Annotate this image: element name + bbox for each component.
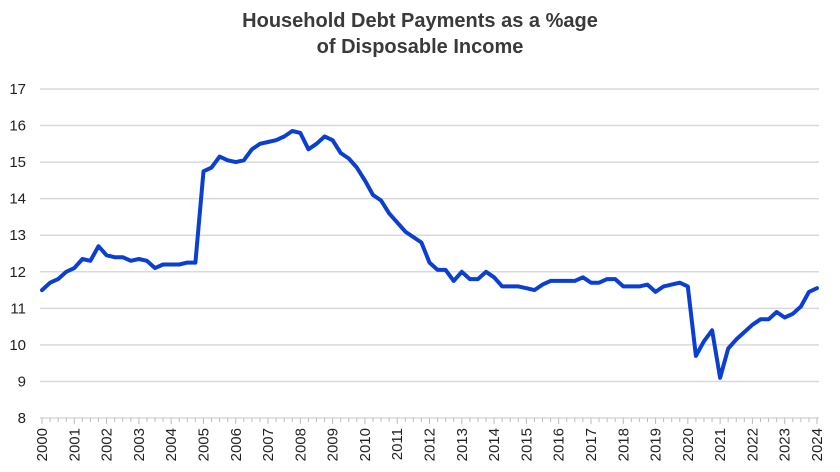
x-tick-label: 2009 xyxy=(325,428,342,461)
y-tick-label: 8 xyxy=(18,410,26,427)
x-tick-label: 2016 xyxy=(551,428,568,461)
y-tick-label: 17 xyxy=(9,81,26,98)
x-tick-label: 2007 xyxy=(260,428,277,461)
x-tick-label: 2019 xyxy=(648,428,665,461)
x-tick-label: 2004 xyxy=(163,428,180,461)
x-tick-label: 2015 xyxy=(518,428,535,461)
chart-title-line-2: of Disposable Income xyxy=(316,36,524,58)
x-tick-label: 2008 xyxy=(292,428,309,461)
x-tick-label: 2018 xyxy=(615,428,632,461)
y-tick-label: 15 xyxy=(9,154,26,171)
series-line xyxy=(40,129,819,380)
x-tick-label: 2024 xyxy=(809,428,826,461)
x-tick-label: 2017 xyxy=(583,428,600,461)
chart-title-line-1: Household Debt Payments as a %age xyxy=(242,10,598,32)
x-tick-label: 2002 xyxy=(99,428,116,461)
x-tick-label: 2013 xyxy=(454,428,471,461)
x-tick-label: 2006 xyxy=(228,428,245,461)
x-tick-label: 2021 xyxy=(712,428,729,461)
x-tick-label: 2023 xyxy=(777,428,794,461)
x-tick-label: 2014 xyxy=(486,428,503,461)
y-tick-label: 16 xyxy=(9,118,26,135)
x-tick-label: 2020 xyxy=(680,428,697,461)
x-tick-label: 2010 xyxy=(357,428,374,461)
x-tick-label: 2012 xyxy=(422,428,439,461)
y-tick-label: 13 xyxy=(9,227,26,244)
y-tick-label: 12 xyxy=(9,264,26,281)
x-tick-label: 2022 xyxy=(744,428,761,461)
chart-title: Household Debt Payments as a %age of Dis… xyxy=(0,8,840,60)
x-tick-label: 2000 xyxy=(34,428,51,461)
y-tick-label: 9 xyxy=(18,373,26,390)
x-tick-label: 2011 xyxy=(389,428,406,460)
x-tick-label: 2003 xyxy=(131,428,148,461)
y-tick-label: 14 xyxy=(9,191,26,208)
y-tick-label: 10 xyxy=(9,337,26,354)
y-tick-label: 11 xyxy=(10,300,26,317)
x-tick-label: 2001 xyxy=(66,428,83,461)
x-tick-label: 2005 xyxy=(195,428,212,461)
